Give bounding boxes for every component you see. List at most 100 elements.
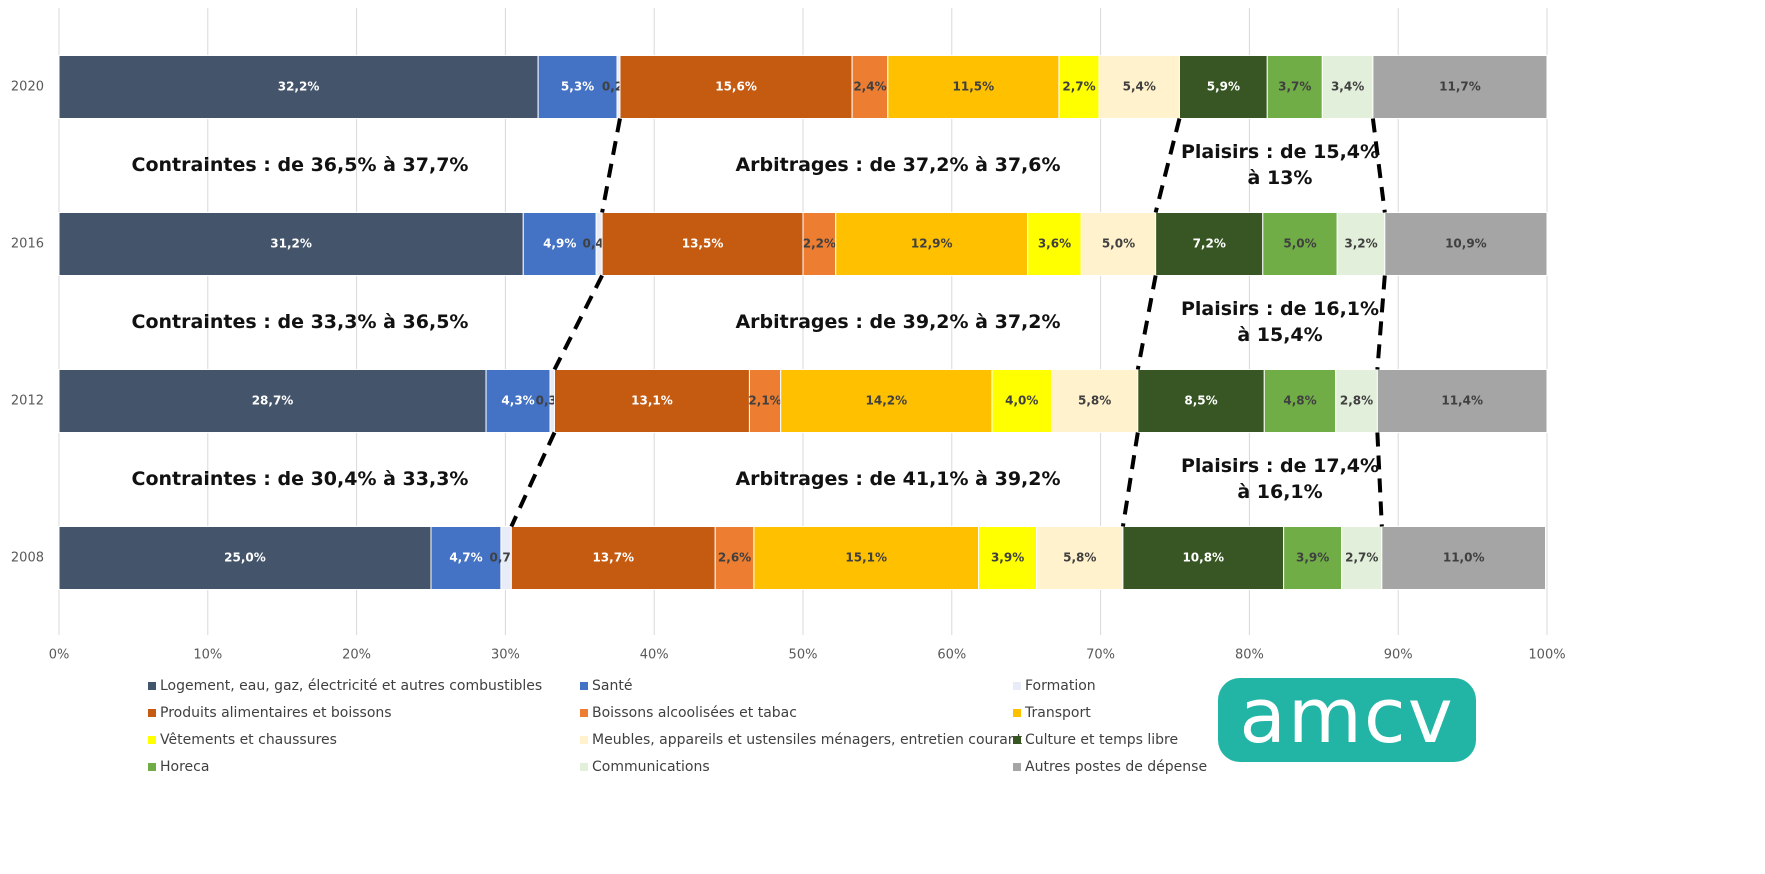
data-label: 12,9% — [911, 237, 953, 251]
bar-segment — [1335, 369, 1378, 433]
bar-segment — [537, 55, 618, 119]
data-label: 2,6% — [718, 551, 751, 565]
data-label: 7,2% — [1193, 237, 1226, 251]
data-label: 5,9% — [1207, 80, 1240, 94]
data-label: 11,4% — [1441, 394, 1483, 408]
logo: amcv — [1218, 678, 1476, 762]
data-label: 3,6% — [1038, 237, 1071, 251]
annotation: Contraintes : de 36,5% à 37,7% — [131, 154, 469, 176]
data-label: 31,2% — [270, 237, 312, 251]
y-tick-label: 2020 — [11, 80, 44, 95]
legend-label: Logement, eau, gaz, électricité et autre… — [160, 678, 542, 694]
annotation: Plaisirs : de 17,4% à 16,1% — [1180, 455, 1380, 503]
data-label: 15,1% — [845, 551, 887, 565]
legend-label: Vêtements et chaussures — [160, 732, 337, 748]
bar-segment — [58, 55, 539, 119]
legend-swatch — [580, 709, 588, 717]
data-label: 3,7% — [1278, 80, 1311, 94]
legend-swatch — [1013, 682, 1021, 690]
data-label: 3,9% — [1296, 551, 1329, 565]
y-tick-label: 2008 — [11, 551, 44, 566]
x-tick-label: 100% — [1528, 648, 1565, 663]
bar-segment — [1381, 526, 1547, 590]
bar-segment — [510, 526, 716, 590]
bar-segment — [1263, 369, 1337, 433]
annotation: Plaisirs : de 15,4% à 13% — [1180, 141, 1380, 189]
legend-swatch — [580, 736, 588, 744]
data-label: 11,0% — [1443, 551, 1485, 565]
bar-segment — [1178, 55, 1268, 119]
data-label: 10,8% — [1182, 551, 1224, 565]
data-label: 4,9% — [543, 237, 576, 251]
legend-label: Produits alimentaires et boissons — [160, 705, 392, 721]
data-label: 14,2% — [866, 394, 908, 408]
x-tick-label: 20% — [342, 648, 371, 663]
data-label: 32,2% — [278, 80, 320, 94]
legend-swatch — [580, 682, 588, 690]
data-label: 11,7% — [1439, 80, 1481, 94]
bar-segment — [748, 369, 782, 433]
data-label: 8,5% — [1184, 394, 1217, 408]
legend-label: Formation — [1025, 678, 1096, 694]
data-label: 2,4% — [853, 80, 886, 94]
bar-segment — [714, 526, 755, 590]
legend-label: Autres postes de dépense — [1025, 759, 1207, 775]
y-tick-label: 2016 — [11, 237, 44, 252]
x-tick-label: 90% — [1384, 648, 1413, 663]
data-label: 5,0% — [1102, 237, 1135, 251]
data-label: 4,0% — [1005, 394, 1038, 408]
bar-segment — [1384, 212, 1548, 276]
bar-segment — [780, 369, 993, 433]
data-label: 11,5% — [953, 80, 995, 94]
bar-segment — [1321, 55, 1374, 119]
bar-segment — [1050, 369, 1139, 433]
bar-segment — [1122, 526, 1285, 590]
data-label: 2,7% — [1345, 551, 1378, 565]
annotation: Arbitrages : de 41,1% à 39,2% — [735, 468, 1061, 490]
data-label: 5,0% — [1283, 237, 1316, 251]
bar-segment — [1376, 369, 1548, 433]
bar-segment — [1137, 369, 1265, 433]
annotation: Arbitrages : de 39,2% à 37,2% — [735, 311, 1061, 333]
connector — [1370, 118, 1387, 213]
legend-label: Boissons alcoolisées et tabac — [592, 705, 797, 721]
legend-swatch — [1013, 763, 1021, 771]
x-tick-label: 30% — [491, 648, 520, 663]
bar-segment — [753, 526, 980, 590]
connector — [1153, 118, 1182, 213]
bar-segment — [619, 55, 853, 119]
bar-segment — [58, 526, 432, 590]
legend-label: Meubles, appareils et ustensiles ménager… — [592, 732, 1023, 748]
connector — [1135, 275, 1158, 370]
connector — [1120, 432, 1140, 527]
legend-label: Transport — [1024, 705, 1091, 721]
legend-label: Santé — [592, 678, 632, 694]
data-label: 3,9% — [991, 551, 1024, 565]
bar-segment — [58, 212, 524, 276]
legend-swatch — [148, 763, 156, 771]
bar-segment — [58, 369, 487, 433]
data-label: 10,9% — [1445, 237, 1487, 251]
data-label: 5,8% — [1078, 394, 1111, 408]
x-tick-label: 70% — [1086, 648, 1115, 663]
bar-segment — [522, 212, 597, 276]
annotation: Contraintes : de 30,4% à 33,3% — [131, 468, 469, 490]
x-tick-label: 40% — [640, 648, 669, 663]
data-label: 2,8% — [1340, 394, 1373, 408]
data-label: 4,7% — [449, 551, 482, 565]
data-label: 4,8% — [1283, 394, 1316, 408]
bar-segment — [802, 212, 837, 276]
legend-swatch — [148, 682, 156, 690]
connector — [1375, 275, 1387, 370]
annotation: Contraintes : de 33,3% à 36,5% — [131, 311, 469, 333]
data-label: 4,3% — [501, 394, 534, 408]
bar-segment — [1341, 526, 1383, 590]
annotation: Arbitrages : de 37,2% à 37,6% — [735, 154, 1061, 176]
bar-segment — [1027, 212, 1082, 276]
bar-segment — [1262, 212, 1338, 276]
bar-segment — [1336, 212, 1386, 276]
data-label: 13,1% — [631, 394, 673, 408]
connector — [552, 274, 604, 371]
x-tick-label: 80% — [1235, 648, 1264, 663]
